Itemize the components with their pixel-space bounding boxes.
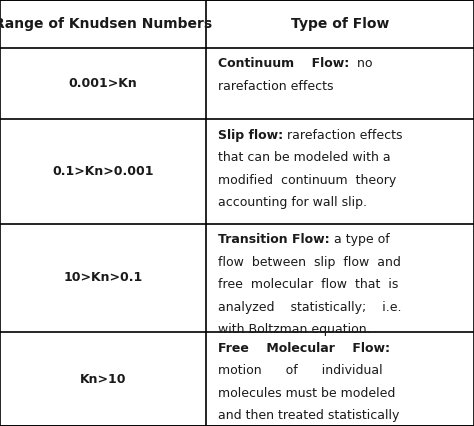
Text: and then treated statistically: and then treated statistically bbox=[218, 409, 400, 423]
Text: Free    Molecular    Flow:: Free Molecular Flow: bbox=[218, 342, 390, 355]
Text: Kn>10: Kn>10 bbox=[80, 373, 127, 386]
Text: molecules must be modeled: molecules must be modeled bbox=[218, 387, 395, 400]
Text: Type of Flow: Type of Flow bbox=[291, 17, 389, 31]
Text: with Boltzman equation.: with Boltzman equation. bbox=[218, 323, 371, 337]
Text: analyzed    statistically;    i.e.: analyzed statistically; i.e. bbox=[218, 301, 401, 314]
Text: Continuum    Flow:: Continuum Flow: bbox=[218, 57, 349, 70]
Text: Transition Flow:: Transition Flow: bbox=[218, 233, 329, 246]
Text: free  molecular  flow  that  is: free molecular flow that is bbox=[218, 278, 399, 291]
Text: rarefaction effects: rarefaction effects bbox=[218, 80, 334, 93]
Text: flow  between  slip  flow  and: flow between slip flow and bbox=[218, 256, 401, 269]
Text: 10>Kn>0.1: 10>Kn>0.1 bbox=[64, 271, 143, 285]
Text: modified  continuum  theory: modified continuum theory bbox=[218, 174, 396, 187]
Text: Slip flow:: Slip flow: bbox=[218, 129, 283, 142]
Text: no: no bbox=[349, 57, 373, 70]
Text: 0.1>Kn>0.001: 0.1>Kn>0.001 bbox=[52, 165, 154, 178]
Text: motion      of      individual: motion of individual bbox=[218, 364, 383, 377]
Text: accounting for wall slip.: accounting for wall slip. bbox=[218, 196, 367, 210]
Text: 0.001>Kn: 0.001>Kn bbox=[69, 77, 137, 90]
Text: that can be modeled with a: that can be modeled with a bbox=[218, 151, 391, 164]
Text: Range of Knudsen Numbers: Range of Knudsen Numbers bbox=[0, 17, 212, 31]
Text: a type of: a type of bbox=[329, 233, 390, 246]
Text: rarefaction effects: rarefaction effects bbox=[283, 129, 403, 142]
